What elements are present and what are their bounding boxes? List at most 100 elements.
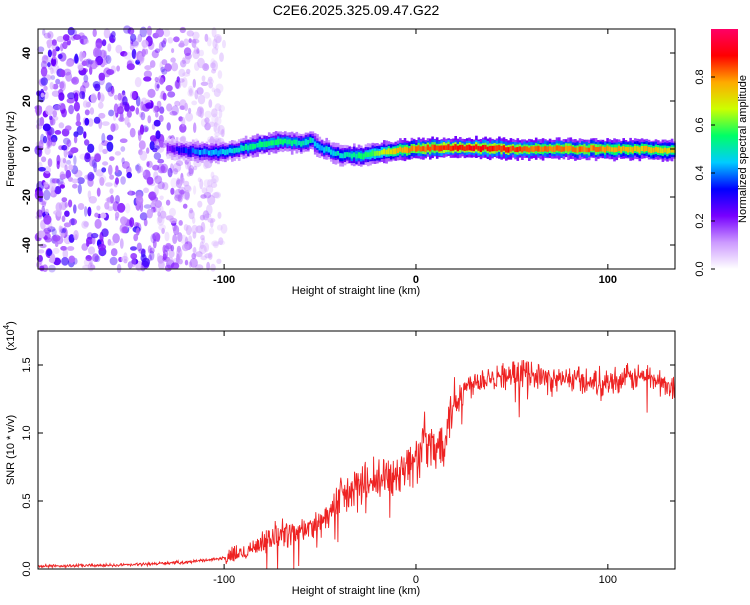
spectrogram-band-cell <box>500 146 503 152</box>
spectrogram-noise-blob <box>173 168 178 174</box>
spectrogram-y-tick-label: -40 <box>21 237 33 253</box>
spectrogram-band-cell <box>540 147 543 152</box>
spectrogram-noise-blob <box>45 209 49 215</box>
spectrogram-band-cell <box>332 151 335 156</box>
spectrogram-band-cell <box>512 146 515 151</box>
spectrogram-noise-blob <box>43 86 47 91</box>
spectrogram-noise-blob <box>200 194 206 199</box>
spectrogram-band-cell <box>422 146 425 151</box>
spectrogram-noise-blob <box>117 203 125 213</box>
spectrogram-noise-blob <box>74 170 82 178</box>
spectrogram-noise-blob <box>123 25 131 33</box>
spectrogram-noise-blob <box>101 228 108 237</box>
spectrogram-noise-blob <box>144 127 148 132</box>
spectrogram-noise-blob <box>216 84 224 94</box>
spectrogram-noise-blob <box>95 43 103 49</box>
spectrogram-noise-blob <box>115 165 118 173</box>
spectrogram-noise-blob <box>130 246 137 251</box>
spectrogram-panel: -100 0 100 -40-2002040 Height of straight … <box>5 25 676 297</box>
spectrogram-band-cell <box>526 146 529 151</box>
spectrogram-noise-blob <box>116 65 120 71</box>
colorbar-bar <box>711 29 738 269</box>
spectrogram-noise-blob <box>118 117 124 122</box>
spectrogram-noise-blob <box>88 190 92 199</box>
spectrogram-band-cell <box>252 144 255 150</box>
spectrogram-noise-blob <box>102 121 110 126</box>
snr-x-axis-label: Height of straight line (km) <box>292 585 420 597</box>
spectrogram-band-cell <box>443 145 446 150</box>
spectrogram-band-cell <box>385 150 388 155</box>
spectrogram-noise-blob <box>167 91 175 97</box>
spectrogram-noise-blob <box>48 50 52 58</box>
spectrogram-noise-blob <box>64 165 67 172</box>
spectrogram-band-cell <box>602 146 605 151</box>
spectrogram-band-cell <box>215 149 218 154</box>
spectrogram-band-cell <box>233 148 236 154</box>
spectrogram-noise-blob <box>73 155 76 165</box>
spectrogram-noise-blob <box>90 93 96 103</box>
spectrogram-noise-blob <box>129 217 134 227</box>
spectrogram-noise-blob <box>144 204 152 209</box>
spectrogram-band-cell <box>609 147 612 152</box>
spectrogram-band-cell <box>275 140 278 146</box>
spectrogram-noise-blob <box>193 122 196 133</box>
spectrogram-noise-blob <box>84 259 91 267</box>
spectrogram-noise-blob <box>101 133 105 143</box>
spectrogram-noise-blob <box>71 77 79 85</box>
spectrogram-band-cell <box>323 147 326 153</box>
spectrogram-band-cell <box>277 139 280 145</box>
spectrogram-noise-blob <box>71 218 75 225</box>
spectrogram-noise-blob <box>154 145 160 150</box>
snr-y-multiplier-prefix: (x10 <box>5 329 17 350</box>
spectrogram-noise-blob <box>208 252 213 260</box>
spectrogram-noise-blob <box>68 200 72 208</box>
spectrogram-band-cell <box>544 146 547 151</box>
spectrogram-band-cell <box>466 145 469 151</box>
spectrogram-band-cell <box>300 141 303 146</box>
spectrogram-noise-blob <box>36 123 42 129</box>
spectrogram-noise-blob <box>86 240 89 247</box>
spectrogram-band-cell <box>254 144 257 149</box>
spectrogram-band-cell <box>583 147 586 152</box>
spectrogram-band-cell <box>648 147 651 153</box>
spectrogram-noise-blob <box>172 234 177 244</box>
spectrogram-noise-blob <box>78 203 85 210</box>
spectrogram-band-cell <box>431 145 434 151</box>
spectrogram-noise-blob <box>138 248 146 254</box>
spectrogram-noise-blob <box>66 160 71 165</box>
spectrogram-noise-blob <box>67 246 74 251</box>
spectrogram-band-cell <box>574 148 577 153</box>
spectrogram-band-cell <box>392 149 395 155</box>
spectrogram-noise-blob <box>62 197 68 202</box>
spectrogram-noise-blob <box>102 161 108 165</box>
spectrogram-x-tick-label: -100 <box>213 274 235 286</box>
spectrogram-noise-blob <box>84 206 87 217</box>
spectrogram-noise-blob <box>207 179 212 188</box>
spectrogram-noise-blob <box>117 106 124 114</box>
spectrogram-noise-blob <box>59 225 62 232</box>
spectrogram-noise-blob <box>147 89 155 98</box>
spectrogram-noise-blob <box>92 159 97 168</box>
spectrogram-y-tick-label: 0 <box>21 146 33 152</box>
spectrogram-band-cell <box>535 146 538 151</box>
spectrogram-band-cell <box>590 145 593 151</box>
spectrogram-noise-blob <box>157 101 162 108</box>
spectrogram-noise-blob <box>165 232 170 242</box>
spectrogram-band-cell <box>360 153 363 159</box>
spectrogram-band-cell <box>217 150 220 156</box>
spectrogram-band-cell <box>197 149 200 154</box>
spectrogram-noise-blob <box>40 265 44 272</box>
spectrogram-band-cell <box>206 149 209 154</box>
colorbar-tick-label: 0.6 <box>694 117 706 132</box>
spectrogram-band-cell <box>636 146 639 152</box>
spectrogram-band-cell <box>489 146 492 152</box>
spectrogram-noise-blob <box>166 103 172 111</box>
spectrogram-noise-blob <box>99 175 107 184</box>
spectrogram-band-cell <box>438 146 441 152</box>
spectrogram-band-cell <box>183 147 186 153</box>
spectrogram-noise-blob <box>50 67 53 74</box>
colorbar: 0.00.20.40.60.8 Normalized spectral ampl… <box>694 29 749 277</box>
spectrogram-noise-blob <box>51 57 58 68</box>
spectrogram-band-cell <box>273 140 276 145</box>
spectrogram-noise-blob <box>85 109 90 115</box>
